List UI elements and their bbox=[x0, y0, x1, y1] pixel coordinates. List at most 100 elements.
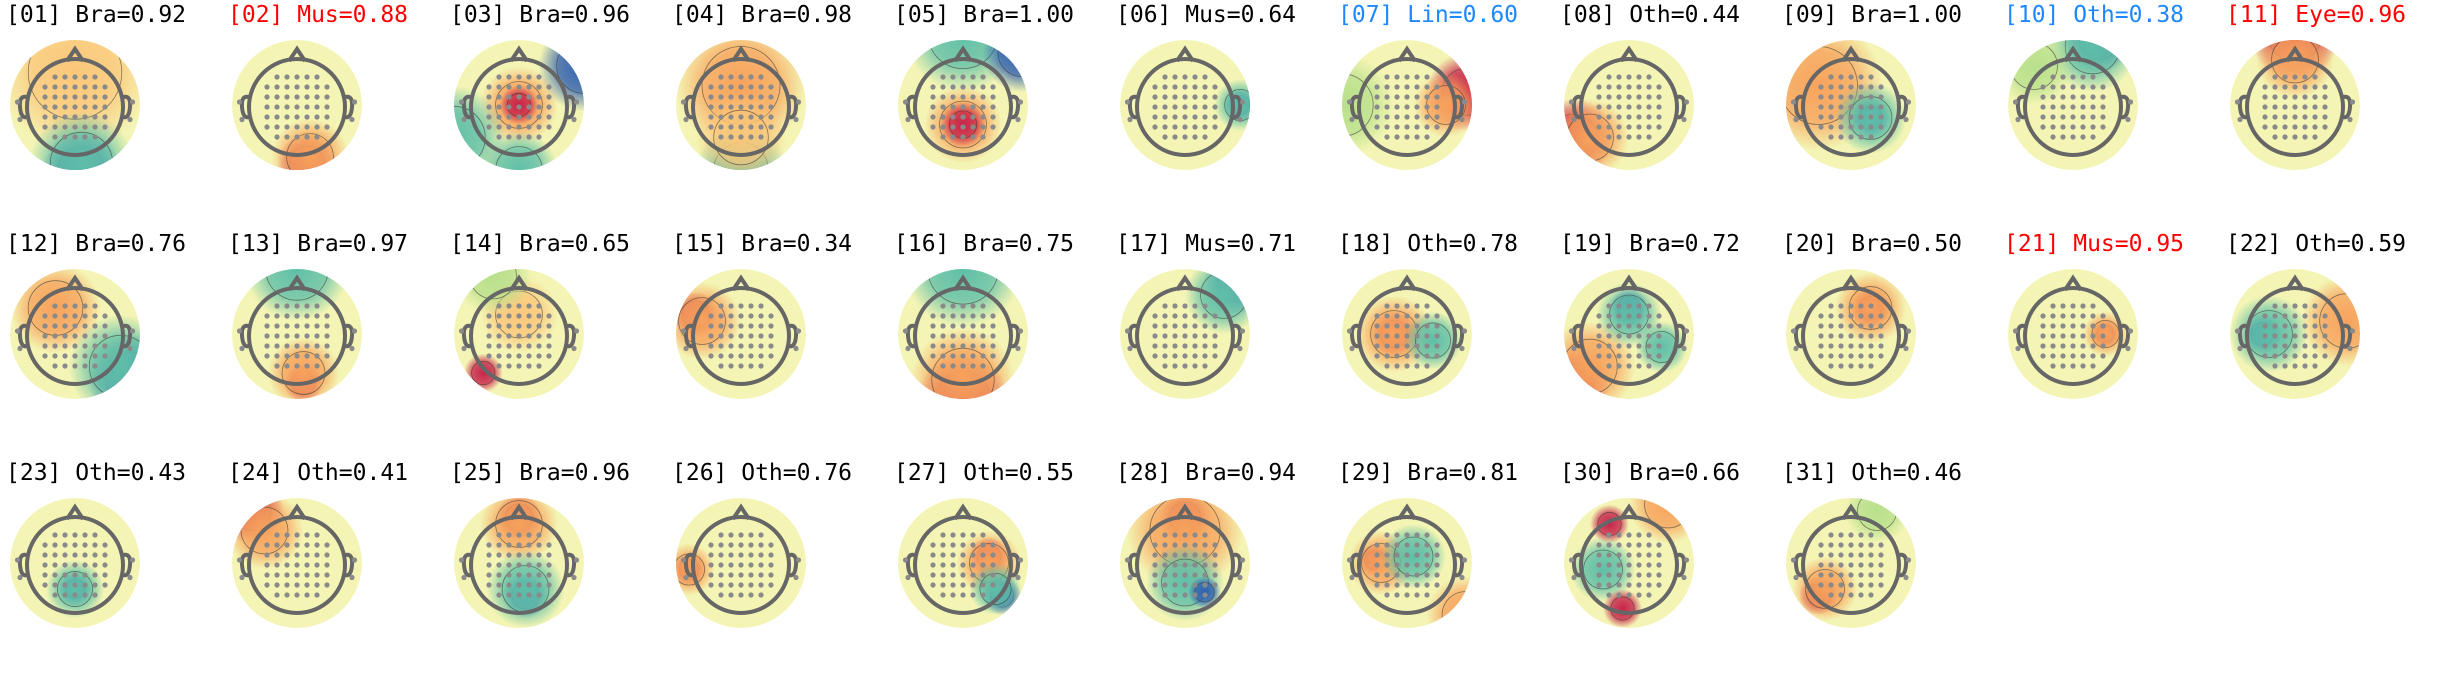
head-outline bbox=[691, 515, 791, 615]
electrode-marker bbox=[2302, 353, 2308, 359]
electrode-marker bbox=[62, 572, 68, 578]
electrode-marker bbox=[1646, 592, 1652, 598]
electrode-marker bbox=[1162, 542, 1168, 548]
electrode-marker bbox=[680, 557, 687, 563]
electrode-marker bbox=[516, 582, 522, 588]
electrode-marker bbox=[1424, 94, 1430, 100]
electrode-marker bbox=[1384, 333, 1390, 339]
electrode-marker bbox=[980, 303, 986, 309]
electrode-marker bbox=[1162, 74, 1168, 80]
electrode-marker bbox=[2090, 333, 2096, 339]
electrode-marker bbox=[905, 116, 911, 123]
electrode-marker bbox=[324, 333, 330, 339]
electrode-marker bbox=[2262, 313, 2268, 319]
electrode-marker bbox=[2322, 114, 2328, 120]
electrode-marker bbox=[950, 532, 956, 538]
electrode-marker bbox=[2050, 363, 2056, 369]
electrode-marker bbox=[294, 572, 300, 578]
electrode-marker bbox=[42, 104, 48, 110]
electrode-marker bbox=[72, 363, 78, 369]
electrode-marker bbox=[1656, 313, 1662, 319]
electrode-marker bbox=[496, 572, 502, 578]
electrode-marker bbox=[546, 562, 552, 568]
electrode-marker bbox=[2127, 328, 2134, 334]
electrode-marker bbox=[2080, 84, 2086, 90]
electrode-marker bbox=[17, 345, 23, 352]
electrode-marker bbox=[1828, 313, 1834, 319]
electrode-marker bbox=[2127, 99, 2134, 105]
electrode-marker bbox=[2302, 363, 2308, 369]
electrode-marker bbox=[1404, 303, 1410, 309]
electrode-marker bbox=[718, 542, 724, 548]
electrode-marker bbox=[486, 333, 492, 339]
electrode-marker bbox=[1905, 99, 1912, 105]
nose-icon bbox=[2063, 45, 2083, 63]
electrode-marker bbox=[274, 104, 280, 110]
electrode-marker bbox=[1616, 114, 1622, 120]
electrode-marker bbox=[1212, 84, 1218, 90]
electrode-marker bbox=[990, 313, 996, 319]
electrode-marker bbox=[102, 313, 108, 319]
electrode-marker bbox=[1848, 343, 1854, 349]
electrode-marker bbox=[1404, 323, 1410, 329]
electrode-marker bbox=[1838, 592, 1844, 598]
electrode-marker bbox=[2272, 333, 2278, 339]
electrode-marker bbox=[2070, 94, 2076, 100]
contour-line bbox=[1805, 569, 1845, 609]
electrode-marker bbox=[1905, 328, 1912, 334]
electrode-marker bbox=[1858, 542, 1864, 548]
electrode-marker bbox=[82, 303, 88, 309]
component-title: [10] Oth=0.38 bbox=[2004, 2, 2185, 28]
electrode-marker bbox=[461, 574, 467, 581]
electrode-marker bbox=[1182, 562, 1188, 568]
component-title: [16] Bra=0.75 bbox=[894, 231, 1075, 257]
electrode-marker bbox=[1162, 582, 1168, 588]
electrode-marker bbox=[1828, 333, 1834, 339]
ear-icon bbox=[1010, 323, 1021, 349]
electrode-marker bbox=[1636, 343, 1642, 349]
electrode-marker bbox=[1596, 333, 1602, 339]
electrode-marker bbox=[294, 343, 300, 349]
electrode-marker bbox=[62, 582, 68, 588]
electrode-marker bbox=[1606, 114, 1612, 120]
electrode-marker bbox=[264, 542, 270, 548]
electrode-marker bbox=[1858, 333, 1864, 339]
electrode-marker bbox=[2302, 303, 2308, 309]
electrode-marker bbox=[1404, 552, 1410, 558]
electrode-marker bbox=[758, 124, 764, 130]
electrode-marker bbox=[62, 552, 68, 558]
electrode-marker bbox=[1434, 582, 1440, 588]
electrode-marker bbox=[516, 104, 522, 110]
electrode-marker bbox=[2060, 333, 2066, 339]
electrode-marker bbox=[62, 84, 68, 90]
nose-icon bbox=[1397, 274, 1417, 292]
electrode-marker bbox=[546, 552, 552, 558]
electrode-marker bbox=[1616, 134, 1622, 140]
contour-line bbox=[1342, 73, 1374, 137]
electrode-marker bbox=[1127, 116, 1133, 123]
electrode-marker bbox=[1202, 74, 1208, 80]
electrode-marker bbox=[2312, 363, 2318, 369]
electrode-marker bbox=[274, 562, 280, 568]
electrode-marker bbox=[1394, 134, 1400, 140]
electrode-marker bbox=[1404, 124, 1410, 130]
electrode-marker bbox=[284, 104, 290, 110]
electrode-marker bbox=[1848, 542, 1854, 548]
electrode-marker bbox=[52, 124, 58, 130]
electrode-marker bbox=[1239, 557, 1246, 563]
electrode-marker bbox=[1374, 94, 1380, 100]
electrode-marker bbox=[1384, 134, 1390, 140]
electrode-marker bbox=[506, 562, 512, 568]
electrode-marker bbox=[1384, 303, 1390, 309]
electrode-marker bbox=[1172, 104, 1178, 110]
electrode-marker bbox=[82, 114, 88, 120]
electrode-marker bbox=[768, 104, 774, 110]
electrode-marker bbox=[2080, 124, 2086, 130]
electrode-marker bbox=[1626, 104, 1632, 110]
electrode-marker bbox=[1374, 572, 1380, 578]
electrode-marker bbox=[314, 552, 320, 558]
topomap bbox=[1120, 40, 1250, 170]
electrode-marker bbox=[1394, 532, 1400, 538]
electrode-marker bbox=[970, 104, 976, 110]
electrode-marker bbox=[1646, 353, 1652, 359]
